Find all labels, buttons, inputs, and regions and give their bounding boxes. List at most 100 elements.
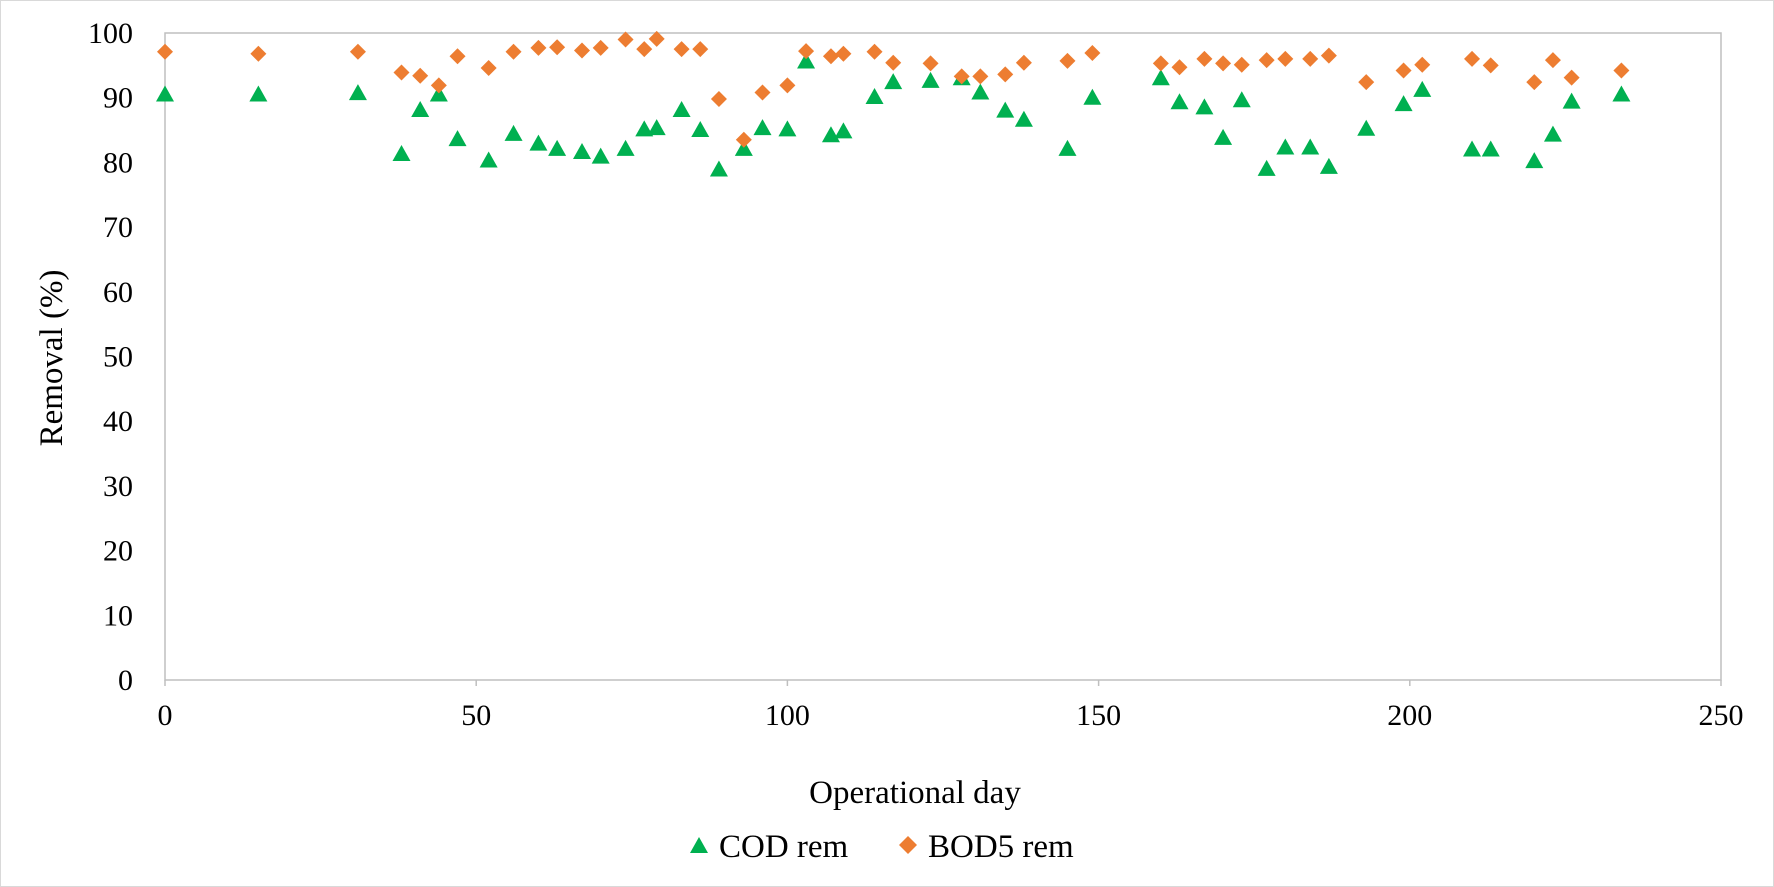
bod5-point: [1544, 52, 1561, 69]
cod-point: [921, 71, 940, 88]
bod5-point: [349, 43, 366, 60]
cod-point: [1170, 93, 1189, 110]
cod-point: [1151, 69, 1170, 86]
legend-marker-cod: [690, 837, 708, 853]
bod5-point: [735, 131, 752, 148]
bod5-point: [1482, 57, 1499, 74]
y-tick-label: 60: [103, 276, 133, 309]
bod5-point: [1613, 62, 1630, 79]
cod-point: [156, 85, 174, 102]
bod5-point: [1320, 47, 1337, 64]
cod-point: [1612, 85, 1631, 102]
cod-point: [616, 139, 635, 156]
cod-point: [635, 120, 654, 137]
x-tick-label: 50: [461, 699, 491, 732]
plot-area: [164, 32, 1722, 681]
bod5-point: [779, 77, 796, 94]
y-tick-label: 80: [103, 146, 133, 179]
y-tick-label: 30: [103, 470, 133, 503]
cod-point: [1394, 95, 1413, 112]
cod-point: [996, 101, 1015, 118]
bod5-point: [530, 39, 547, 56]
bod5-point: [1395, 62, 1412, 79]
series-cod-rem: [156, 52, 1631, 177]
bod5-point: [754, 84, 771, 101]
cod-point: [1058, 139, 1077, 156]
bod5-point: [412, 67, 429, 84]
bod5-point: [866, 43, 883, 60]
cod-point: [1319, 157, 1338, 174]
bod5-point: [157, 43, 173, 60]
bod5-point: [1171, 59, 1188, 76]
bod5-point: [1302, 50, 1319, 67]
cod-point: [1463, 140, 1482, 157]
cod-point: [448, 130, 467, 147]
x-tick-label: 100: [765, 699, 810, 732]
bod5-point: [574, 42, 591, 59]
y-axis-ticks: 0 10 20 30 40 50 60 70 80 90 100: [88, 17, 133, 697]
cod-point: [573, 143, 592, 160]
bod5-point: [1464, 50, 1481, 67]
bod5-point: [1414, 56, 1431, 73]
cod-point: [348, 84, 367, 101]
cod-point: [1301, 138, 1320, 155]
bod5-point: [710, 90, 727, 107]
cod-point: [753, 119, 772, 136]
bod5-point: [1258, 52, 1275, 69]
legend-marker-bod5: [899, 836, 917, 854]
cod-point: [797, 52, 816, 69]
bod5-point: [953, 68, 970, 85]
bod5-point: [1152, 55, 1169, 72]
cod-point: [479, 151, 498, 168]
bod5-point: [798, 43, 815, 60]
bod5-point: [393, 64, 410, 81]
bod5-point: [972, 68, 989, 85]
y-tick-label: 50: [103, 341, 133, 374]
cod-point: [1562, 92, 1581, 109]
bod5-point: [997, 66, 1014, 83]
cod-point: [865, 88, 884, 105]
bod5-point: [1277, 50, 1294, 67]
cod-point: [709, 160, 728, 177]
bod5-point: [1215, 55, 1232, 72]
bod5-point: [250, 45, 267, 62]
y-tick-label: 100: [88, 17, 133, 50]
cod-point: [778, 120, 797, 137]
cod-point: [647, 119, 666, 136]
cod-point: [1214, 128, 1233, 145]
cod-point: [591, 147, 610, 164]
x-tick-label: 0: [158, 699, 173, 732]
x-tick-label: 250: [1699, 699, 1744, 732]
bod5-point: [505, 43, 522, 60]
bod5-point: [1196, 50, 1213, 67]
y-tick-label: 40: [103, 405, 133, 438]
cod-point: [734, 139, 753, 156]
bod5-point: [822, 48, 839, 65]
cod-point: [249, 85, 268, 102]
cod-point: [529, 134, 548, 151]
bod5-point: [430, 77, 447, 94]
bod5-point: [1015, 54, 1032, 71]
y-tick-label: 70: [103, 211, 133, 244]
cod-point: [1413, 80, 1432, 97]
cod-point: [429, 85, 448, 102]
bod5-point: [1233, 56, 1250, 73]
legend: COD rem BOD5 rem: [690, 829, 1074, 865]
bod5-point: [1563, 69, 1580, 86]
y-tick-label: 90: [103, 82, 133, 115]
series-bod5-rem: [157, 30, 1630, 148]
axes: [164, 32, 1722, 681]
cod-point: [1543, 125, 1562, 142]
y-tick-label: 20: [103, 535, 133, 568]
data-points: [156, 30, 1631, 177]
bod5-point: [692, 41, 709, 58]
cod-point: [834, 122, 853, 139]
x-axis-title: Operational day: [809, 775, 1021, 811]
cod-point: [548, 139, 567, 156]
bod5-point: [1358, 74, 1375, 91]
x-tick-label: 150: [1076, 699, 1121, 732]
bod5-point: [480, 59, 497, 76]
cod-point: [1357, 119, 1376, 136]
cod-point: [1481, 140, 1500, 157]
